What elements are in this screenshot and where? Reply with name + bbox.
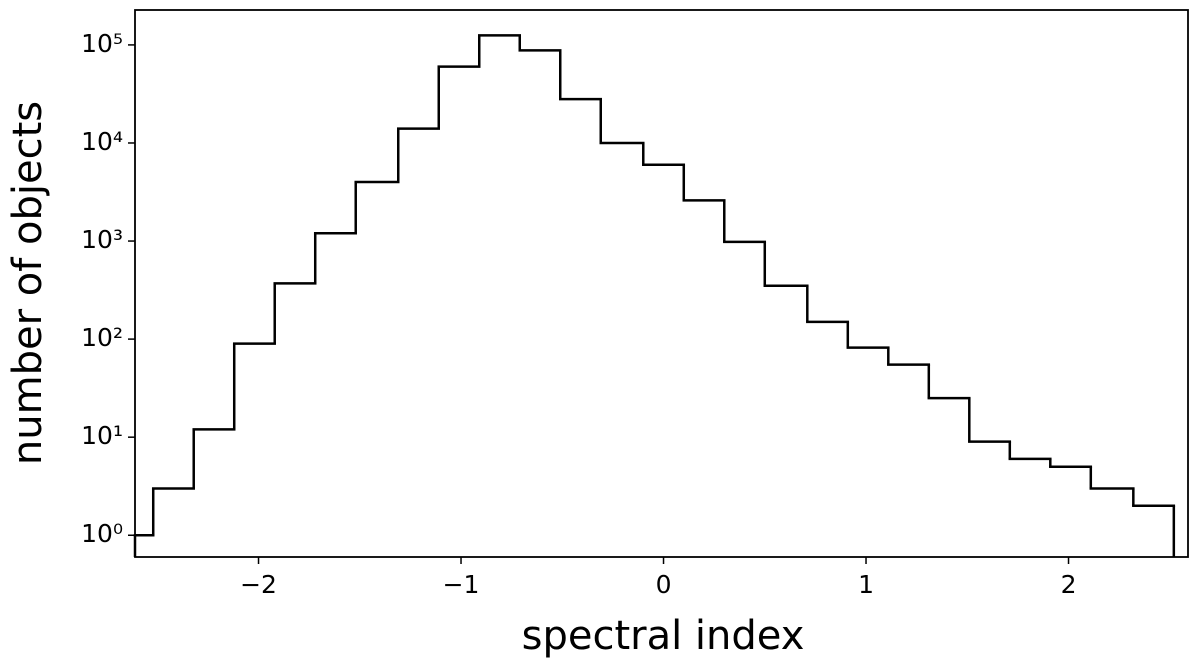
x-tick-label: 1 (858, 570, 874, 599)
y-tick-label: 10³ (81, 225, 123, 254)
y-tick-label: 10² (81, 323, 123, 352)
x-tick-label: −2 (240, 570, 277, 599)
x-axis-label: spectral index (522, 613, 805, 659)
x-tick-label: 0 (656, 570, 672, 599)
y-tick-label: 10¹ (81, 421, 123, 450)
y-axis-label: number of objects (5, 101, 51, 465)
y-tick-label: 10⁵ (81, 29, 123, 58)
x-tick-label: −1 (443, 570, 480, 599)
y-tick-label: 10⁴ (81, 127, 123, 156)
y-tick-label: 10⁰ (81, 519, 123, 548)
plot-frame (134, 9, 1189, 558)
x-tick-label: 2 (1061, 570, 1077, 599)
